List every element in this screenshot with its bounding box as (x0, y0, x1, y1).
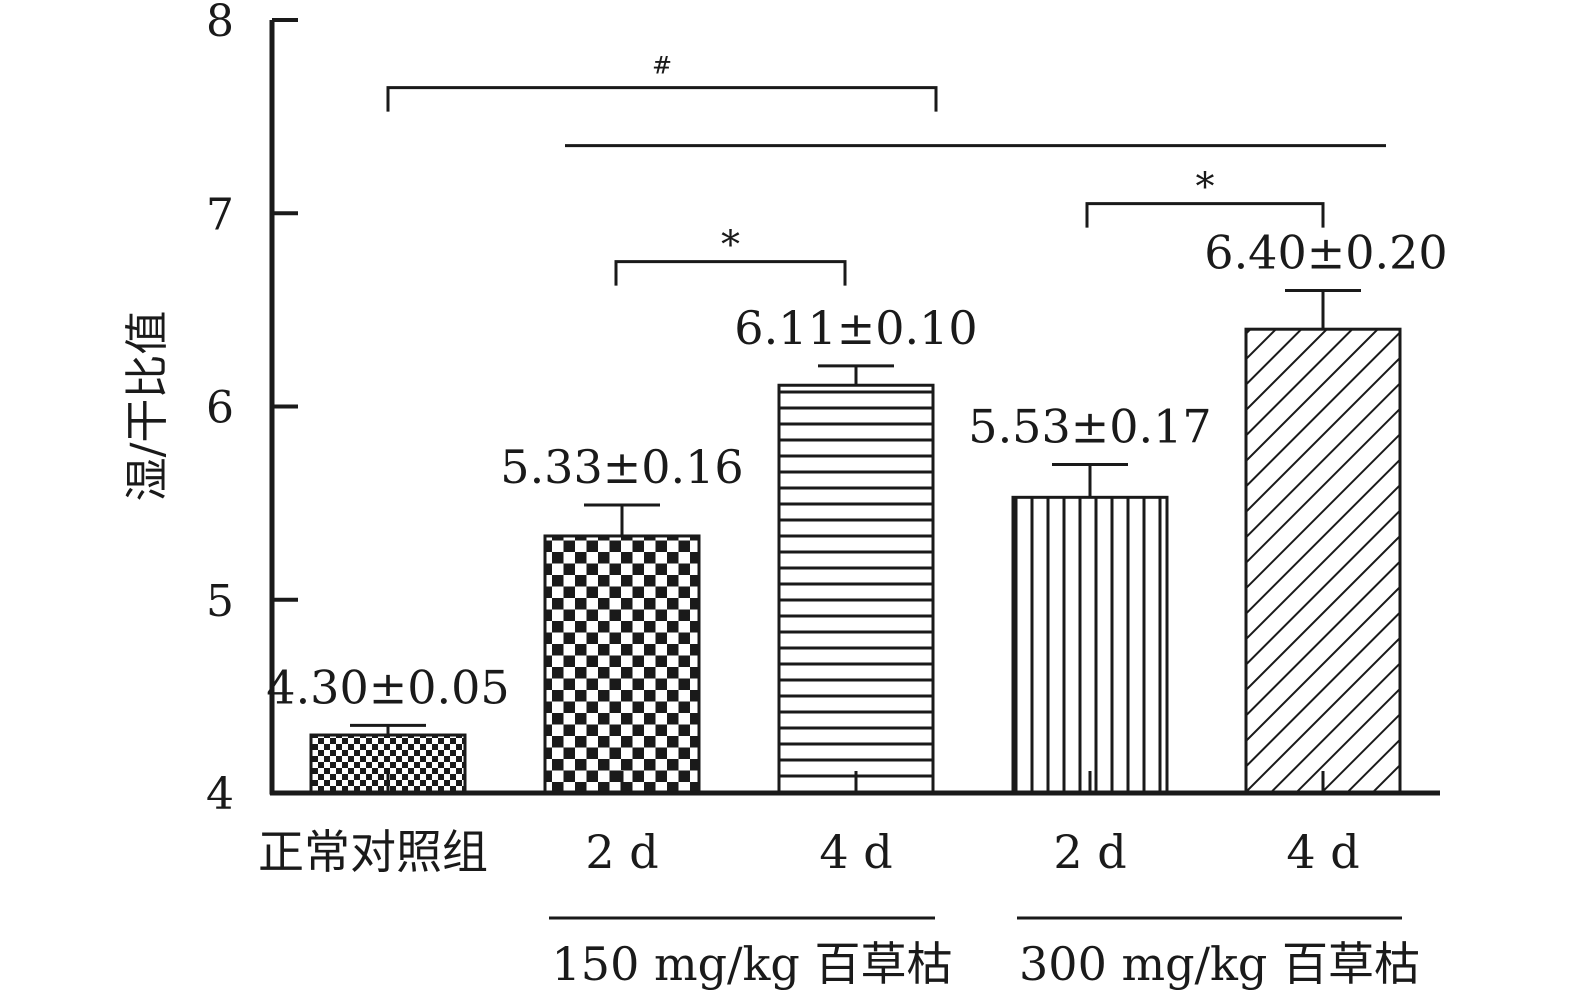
y-tick-label-7: 7 (206, 189, 234, 240)
value-label-1: 4.30±0.05 (266, 660, 509, 714)
bar-2 (543, 534, 701, 795)
y-tick-label-8: 8 (206, 0, 234, 47)
significance-bracket-1 (386, 86, 938, 112)
category-label-3: 4 d (819, 825, 892, 879)
y-tick-label-5: 5 (206, 576, 234, 627)
bar-3 (777, 383, 935, 795)
value-label-4: 5.53±0.17 (968, 399, 1211, 453)
category-label-4: 2 d (1053, 825, 1126, 879)
value-label-5: 6.40±0.20 (1204, 226, 1447, 280)
bar-4 (1011, 495, 1169, 795)
significance-bracket-3 (614, 260, 847, 286)
bar-5 (1244, 327, 1402, 795)
significance-mark-1: # (652, 52, 672, 80)
significance-bracket-4 (1085, 202, 1325, 228)
value-label-2: 5.33±0.16 (500, 440, 743, 494)
plot-area: 4.30±0.05 正常对照组 5.33±0.16 2 d 6.11±0.10 4 d 5.… (122, 0, 1448, 991)
y-axis-label: 湿/干比值 (122, 311, 173, 502)
significance-mark-3: * (721, 223, 740, 267)
y-tick-label-6: 6 (206, 383, 234, 434)
category-label-1: 正常对照组 (258, 825, 488, 879)
group-label-1: 150 mg/kg 百草枯 (552, 937, 953, 991)
significance-mark-4: * (1196, 165, 1215, 209)
value-label-3: 6.11±0.10 (734, 301, 977, 355)
y-tick-label-4: 4 (206, 769, 234, 820)
group-label-2: 300 mg/kg 百草枯 (1019, 937, 1420, 991)
category-label-5: 4 d (1286, 825, 1359, 879)
category-label-2: 2 d (585, 825, 658, 879)
